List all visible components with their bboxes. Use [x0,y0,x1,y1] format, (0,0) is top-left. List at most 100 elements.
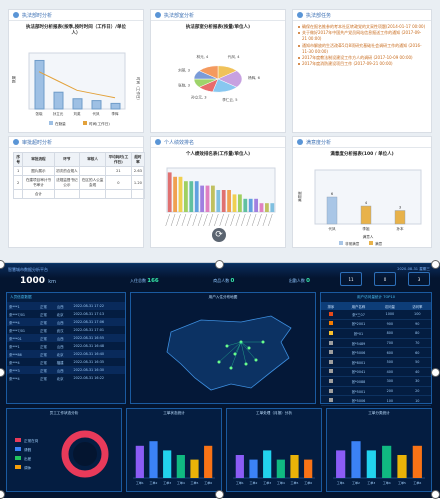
table-cell [12,189,24,199]
axis-label: 时间（工作日） [136,77,141,102]
list-cell: 正常 [40,376,47,381]
rank-row[interactable]: 张*5006 100 10 [321,395,431,406]
list-cell: 张***7/01 [9,312,26,317]
rank-cell: 300 [376,376,404,387]
list-row[interactable]: 张***4 正常 福建 2022-08-31 16:35 [7,358,125,366]
rotate-icon[interactable]: ⟳ [212,228,226,242]
rank-row[interactable]: 张*01 800 80 [321,328,431,339]
bar [194,181,199,212]
counter-label: 出勤人数 [288,278,307,283]
rank-row[interactable]: 张*0041 400 40 [321,367,431,378]
table-cell: 1 [12,166,24,176]
rank-cell: 张*0088 [340,376,377,387]
chart-icon [155,12,161,18]
rank-row[interactable]: 张*三07 1000 100 [321,310,431,320]
list-cell: 2022-08-31 16:55 [71,334,125,342]
tick-label: 工单3 [367,480,375,485]
rank-row[interactable]: 张*8001 500 50 [321,357,431,368]
dashboard-title: 智慧城市数据分析平台 [8,267,48,272]
bar [366,450,376,478]
list-row[interactable]: 张***7/01 正常 北京 2022-08-31 17:13 [7,310,125,318]
task-item[interactable]: 关于做好2017年中国共产党员网站信息报送工作的通知 (2017-09-21 0… [298,30,426,42]
status-icon[interactable]: 11 [340,272,362,286]
bar [360,205,372,225]
list-row[interactable]: 张***4 正常 北京 2022-08-31 16:22 [7,374,125,382]
list-cell: 张***4 [7,318,39,326]
bar [270,203,275,212]
rank-table: 排序 用户名称 访问量 访问率 张*三07 1000 100 张*2001 900 90 张*01… [321,302,431,406]
list-cell: 2022-08-31 17:13 [73,312,105,316]
bar [290,455,299,478]
bar [72,98,83,110]
status-icon[interactable]: 0 [374,272,396,286]
column-header: 超时率 [130,152,146,167]
bar [259,203,264,212]
list-row[interactable]: 张***4 正常 山西 2022-08-31 17:06 [7,318,125,326]
task-item[interactable]: 通知市解放的生活改革5月8项研究基础社会调研工作的通知 (2016-11-30 … [298,43,426,55]
task-item[interactable]: 2017年度消防建设项目工作 (2017-09-21 00:00) [298,61,426,67]
chart-icon [13,12,19,18]
counter-value: 0 [230,278,235,284]
rank-row[interactable]: 张*5489 700 70 [321,338,431,349]
tick-label [192,213,197,227]
list-row[interactable]: 张***01 正常 山西 2022-08-31 16:55 [7,334,125,342]
task-item[interactable]: 确保在报名推参的考本社区转政党的文采性项题(2014-01-17 00:00) [298,24,426,30]
tick-label [165,213,170,227]
dashboard-panel: 智慧城市数据分析平台 2020-08-31 星期三 1000 km 入住总数 1… [0,260,440,499]
rank-row[interactable]: 张*5001 200 20 [321,386,431,397]
resize-handle[interactable] [0,260,5,269]
table-cell: 图片展示 [22,166,55,176]
list-cell: 山西 [54,366,72,374]
panel-title: 工单处理（月报）分析 [256,411,292,415]
donut-panel: 员工工作状态分析 正常在岗 请假 出差 调休 [6,408,122,492]
tick-label: 工单2 [352,480,360,485]
list-row[interactable]: 张***7/01 正常 武汉 2022-08-31 17:01 [7,326,125,334]
slice-label: 张晓, 3 [178,83,190,88]
list-cell: 2022-08-31 17:22 [71,302,125,310]
rank-marker [328,369,333,374]
tick-label [235,213,241,227]
status-icon[interactable]: 3 [408,272,430,286]
legend-swatch [15,456,21,460]
rank-cell: 800 [376,328,404,339]
bar [235,455,244,478]
legend-swatch [369,241,373,245]
tick-label: 孙本 [396,226,404,231]
list-row[interactable]: 张***3 正常 山西 2022-08-31 16:30 [7,366,125,374]
flow-line [230,341,242,369]
data-label: 4 [365,201,368,205]
tick-label [219,213,224,227]
list-cell: 福建 [56,360,64,365]
card-title: 审批超时分析 [22,139,53,146]
list-cell: 张***7/01 [9,328,26,333]
bar [221,190,226,212]
duty-analysis-card: 执法部时分析 执法部时分析报表(按季,按时时间（工作日）/单位人） 张晓 孙立元 刘… [8,9,144,133]
legend-swatch [339,241,343,245]
resize-handle[interactable] [431,368,440,377]
resize-handle[interactable] [431,260,440,269]
rank-swatch [321,376,341,387]
slice-label: 孙立元, 3 [191,95,206,100]
rank-cell: 500 [376,357,404,368]
bar [167,172,172,212]
rank-marker [328,330,333,335]
task-item[interactable]: 2017年度教法制设建设工作方人的调研 (2017-10-09 00:00) [298,55,426,61]
tick-label: 工单2 [150,480,158,485]
resize-handle[interactable] [215,260,224,269]
pie-slice [198,65,219,80]
dept-analysis-card: 执法部室分析 执法部室分析报表(按量/单位人) 代凤, 4 杨辉, 6 李仁云, 5… [150,9,286,133]
list-row[interactable]: 张***1 正常 山西 2022-08-31 17:22 [7,302,125,310]
plot-area [166,167,276,213]
legend-swatch [15,438,21,442]
counter: 入住总数 166 [130,278,159,284]
rank-row[interactable]: 张*2001 900 90 [321,319,431,330]
rank-row[interactable]: 张*0088 300 30 [321,376,431,387]
bar [149,441,158,478]
resize-handle[interactable] [0,368,5,377]
list-row[interactable]: 张***1 正常 山西 2022-08-31 16:48 [7,342,125,350]
dashboard-header: 智慧城市数据分析平台 2020-08-31 星期三 [0,264,440,278]
list-row[interactable]: 张***86 正常 北京 2022-08-31 16:40 [7,350,125,358]
rank-row[interactable]: 张*5006 600 60 [321,347,431,358]
tick-label: 李姐 [362,226,370,231]
card-title: 满意度分析 [306,139,332,146]
